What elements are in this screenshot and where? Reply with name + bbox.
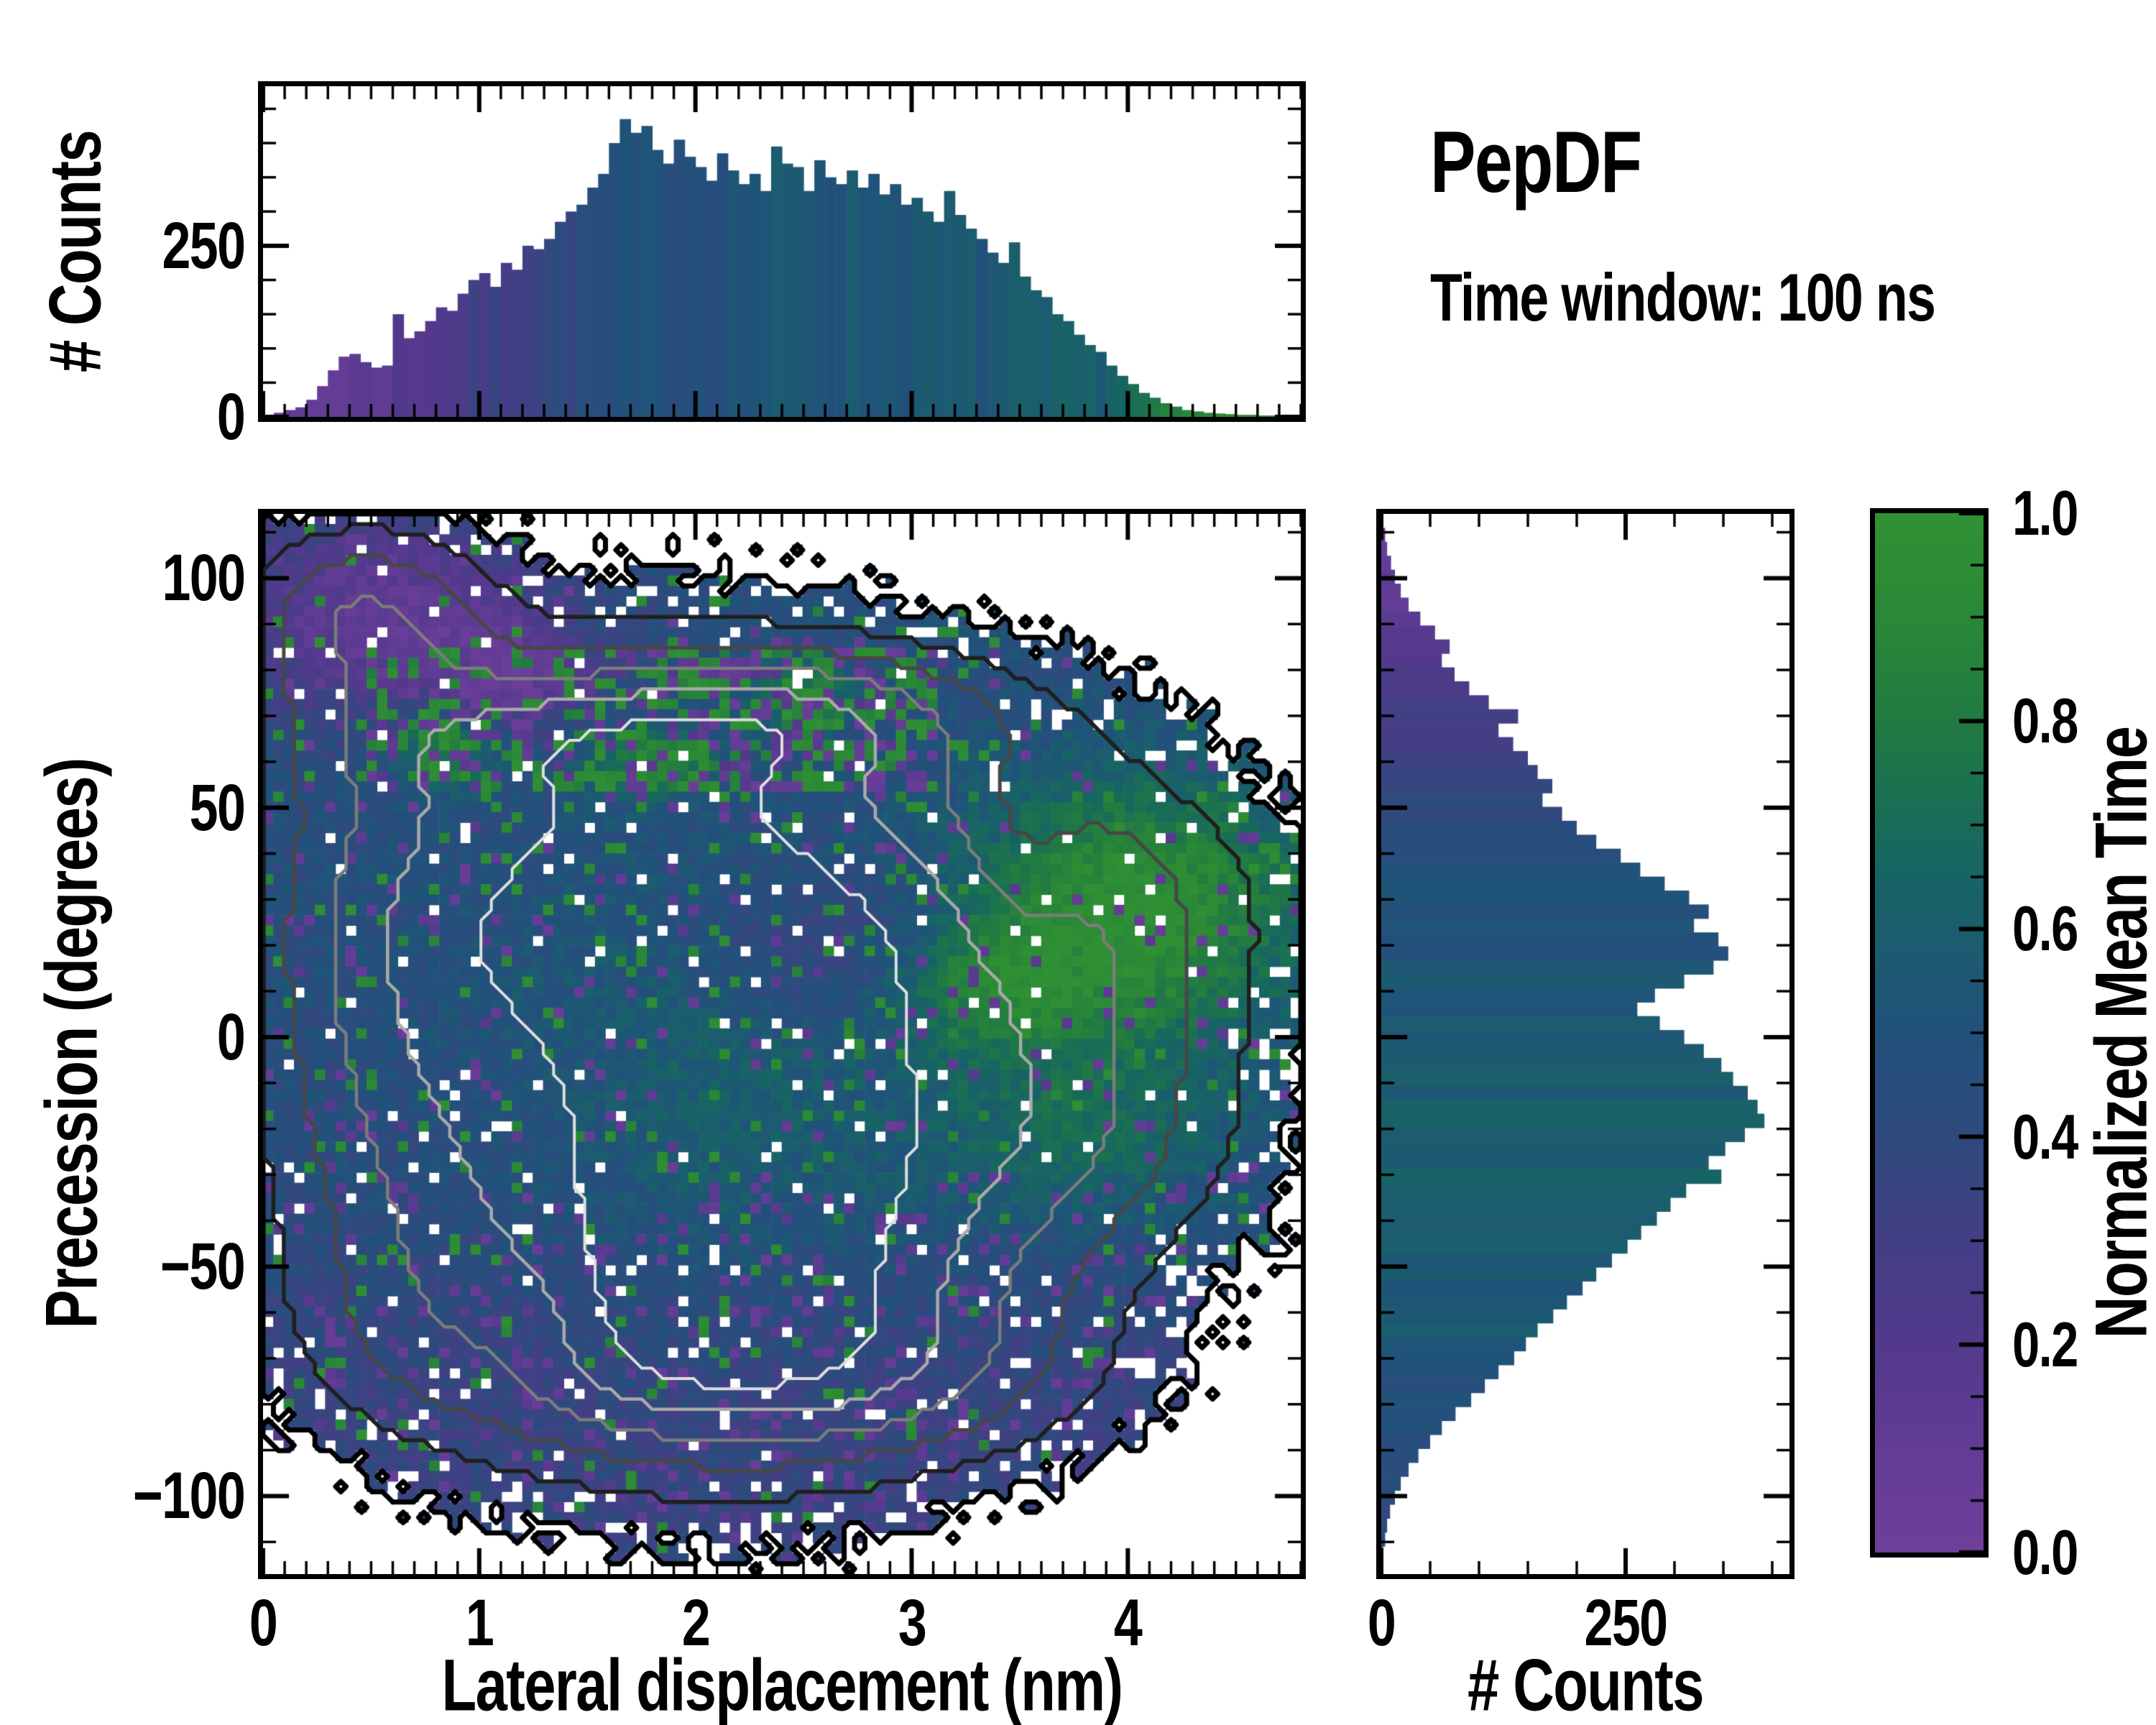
colorbar-tick-label: 0.0 [2012, 1521, 2096, 1584]
joint-heatmap-plot [258, 509, 1306, 1579]
colorbar-tick-label: 0.2 [2012, 1308, 2096, 1380]
colorbar-tick-label-text: 0.4 [2012, 1100, 2078, 1172]
colorbar-tick-label: 0.6 [2012, 897, 2096, 960]
main-y-tick-label: 50 [0, 770, 245, 845]
right-xlabel: # Counts [1434, 1644, 1736, 1725]
colorbar [1870, 508, 1989, 1558]
colorbar-tick-label-text: 1.0 [2012, 477, 2078, 548]
main-x-tick-label: 0 [245, 1590, 280, 1656]
figure-subtitle: Time window: 100 ns [1430, 259, 2078, 336]
right-hist-x-tick-label: 0 [1363, 1590, 1399, 1656]
main-y-tick-label-text: 100 [161, 541, 246, 615]
main-x-tick-label: 4 [1110, 1590, 1146, 1656]
figure-title-text: PepDF [1430, 113, 1642, 211]
main-y-tick-label: −50 [0, 1230, 246, 1304]
right-histogram-plot [1376, 509, 1795, 1579]
main-y-tick-label-text: −50 [160, 1230, 246, 1304]
colorbar-canvas [1875, 513, 1984, 1552]
figure-subtitle-text: Time window: 100 ns [1430, 259, 1936, 335]
main-x-tick-label-text: 0 [249, 1586, 278, 1660]
right-xlabel-text: # Counts [1468, 1644, 1704, 1725]
main-y-tick-label-text: −100 [132, 1459, 246, 1533]
main-x-tick-label: 1 [461, 1590, 497, 1656]
top-hist-y-tick-label: 250 [0, 208, 246, 282]
top-hist-y-tick-label-text: 0 [216, 380, 246, 454]
figure-title: PepDF [1430, 111, 1700, 212]
right-hist-x-tick-label-text: 250 [1584, 1586, 1668, 1660]
main-y-tick-label-text: 50 [189, 770, 245, 845]
main-x-tick-label: 3 [894, 1590, 929, 1656]
main-xlabel-text: Lateral displacement (nm) [441, 1644, 1123, 1725]
main-y-tick-label: −100 [0, 1459, 246, 1533]
right-hist-x-tick-label-text: 0 [1367, 1586, 1396, 1660]
colorbar-tick-label-text: 0.2 [2012, 1308, 2078, 1380]
colorbar-tick-label: 1.0 [2012, 482, 2096, 545]
main-y-tick-label: 100 [0, 541, 246, 615]
top-histogram-canvas [263, 86, 1301, 417]
colorbar-tick-label-text: 0.8 [2012, 685, 2078, 757]
right-hist-x-tick-label: 250 [1572, 1590, 1679, 1656]
right-histogram-canvas [1381, 514, 1789, 1574]
top-hist-y-tick-label: 0 [0, 380, 246, 454]
top-histogram-plot [258, 81, 1306, 422]
main-x-tick-label: 2 [678, 1590, 713, 1656]
colorbar-tick-label-text: 0.0 [2012, 1517, 2078, 1588]
colorbar-tick-label: 0.8 [2012, 689, 2096, 753]
main-x-tick-label-text: 4 [1114, 1586, 1143, 1660]
main-x-tick-label-text: 1 [465, 1586, 494, 1660]
main-y-tick-label-text: 0 [216, 1000, 246, 1074]
colorbar-tick-label-text: 0.6 [2012, 893, 2078, 965]
main-x-tick-label-text: 2 [681, 1586, 710, 1660]
main-y-tick-label: 0 [0, 1000, 246, 1074]
colorbar-tick-label: 0.4 [2012, 1105, 2096, 1169]
main-xlabel: Lateral displacement (nm) [346, 1644, 1218, 1725]
joint-heatmap-canvas [263, 514, 1301, 1574]
main-x-tick-label-text: 3 [898, 1586, 926, 1660]
top-hist-y-tick-label-text: 250 [161, 208, 246, 282]
colorbar-label-text: Normalized Mean Time [2080, 727, 2156, 1339]
